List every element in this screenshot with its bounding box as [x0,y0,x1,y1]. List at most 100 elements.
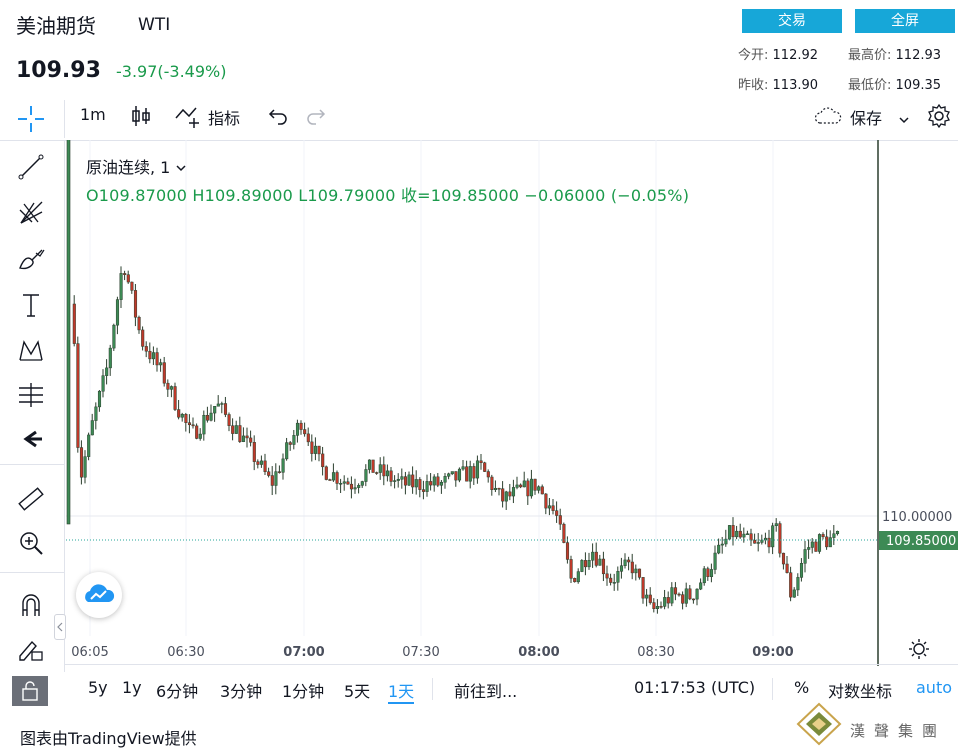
indicators-label[interactable]: 指标 [208,109,241,128]
fib-tool[interactable] [14,196,48,230]
candle-108 [457,468,462,481]
save-label[interactable]: 保存 [850,109,883,128]
save-menu-toggle[interactable] [898,110,910,129]
candle-17 [130,281,134,291]
candle-203 [799,563,804,578]
crosshair-tool[interactable] [14,102,48,136]
candle-180 [717,544,721,554]
candle-197 [778,523,782,554]
candle-137 [562,523,566,543]
range-5d[interactable]: 5天 [344,682,371,701]
candle-104 [443,476,447,483]
price-chart[interactable]: 06:05 06:30 07:00 07:30 08:00 08:30 09:00 110.0… [0,140,958,670]
candle-4 [83,456,87,478]
brush-tool[interactable] [14,242,48,276]
candle-183 [727,525,732,540]
text-tool[interactable] [14,288,48,322]
candle-16 [126,274,130,283]
candle-191 [756,542,760,544]
scale-settings-button[interactable] [908,638,930,664]
price-change: -3.97(-3.49%) [116,62,227,81]
candle-100 [429,481,433,486]
zoom-tool[interactable] [14,526,48,560]
collapse-toolbar-button[interactable] [54,614,66,640]
left-toolbar-separator-2 [0,572,64,573]
measure-tool[interactable] [14,482,48,516]
percent-toggle[interactable]: % [794,678,810,697]
range-3min[interactable]: 3分钟 [220,682,263,701]
last-price-tag-label: 109.85000 [886,534,956,549]
redo-button[interactable] [304,106,326,130]
settings-button[interactable] [926,103,952,133]
candle-156 [630,561,634,574]
candle-27 [166,382,170,390]
candle-53 [259,460,264,465]
candle-171 [684,588,688,604]
open-value: 112.92 [772,48,819,63]
cloud-save-button[interactable] [812,104,846,132]
pencil-lock-icon [19,640,43,661]
goto-date-button[interactable]: 前往到... [454,682,518,701]
magnet-tool[interactable] [14,588,48,622]
candle-141 [576,571,580,583]
tradingview-logo[interactable] [76,572,122,618]
candle-59 [281,458,285,473]
undo-icon [268,109,287,125]
range-5y[interactable]: 5y [88,678,108,697]
candle-style-button[interactable] [130,104,152,132]
tradingview-credit[interactable]: 图表由TradingView提供 [20,729,197,748]
trade-button[interactable]: 交易 [742,9,842,33]
pattern-tool[interactable] [14,334,48,368]
candle-179 [713,552,717,570]
candle-205 [807,547,811,550]
indicators-button[interactable] [174,104,204,128]
candle-109 [461,466,465,470]
y-tick-label: 110.00000 [882,510,952,525]
candle-194 [767,537,771,548]
candle-169 [677,593,681,596]
utc-clock[interactable]: 01:17:53 (UTC) [634,678,756,697]
candle-99 [425,481,429,492]
candle-164 [659,606,663,608]
candle-19 [137,316,141,331]
zoom-in-icon [20,532,43,555]
range-6min[interactable]: 6分钟 [156,682,199,701]
candle-139 [569,559,573,579]
lock-button[interactable] [12,676,48,706]
range-1min[interactable]: 1分钟 [282,682,325,701]
candle-47 [238,425,242,442]
series-legend[interactable]: 原油连续, 1 [86,154,187,178]
fib-fan-icon [19,201,43,224]
candle-170 [681,594,685,604]
range-1d-active[interactable]: 1天 [388,682,415,701]
interval-select[interactable]: 1m [80,105,106,124]
pattern-icon [19,340,43,361]
candle-68 [313,445,318,454]
back-tool[interactable] [14,422,48,456]
auto-scale-toggle[interactable]: auto [916,678,953,697]
prediction-tool[interactable] [14,378,48,412]
candle-64 [299,422,303,430]
gear-icon [928,103,950,129]
candle-13 [115,299,120,326]
fullscreen-button[interactable]: 全屏 [855,9,955,33]
candle-30 [177,409,181,418]
candle-24 [155,352,159,366]
candle-57 [274,471,278,486]
candle-50 [249,437,253,443]
log-scale-toggle[interactable]: 对数坐标 [828,682,893,701]
candlestick-icon [132,106,150,126]
lock-drawings-tool[interactable] [14,632,48,666]
range-1y[interactable]: 1y [122,678,142,697]
candle-105 [447,473,451,477]
trendline-tool[interactable] [14,150,48,184]
candle-150 [609,577,613,583]
candle-58 [277,471,282,473]
x-tick-label-5: 08:30 [637,645,674,660]
candle-165 [663,597,667,607]
candle-117 [490,476,494,490]
text-icon [23,294,39,317]
candle-142 [580,560,584,572]
prev-close-value: 113.90 [772,78,819,93]
undo-button[interactable] [268,106,290,130]
